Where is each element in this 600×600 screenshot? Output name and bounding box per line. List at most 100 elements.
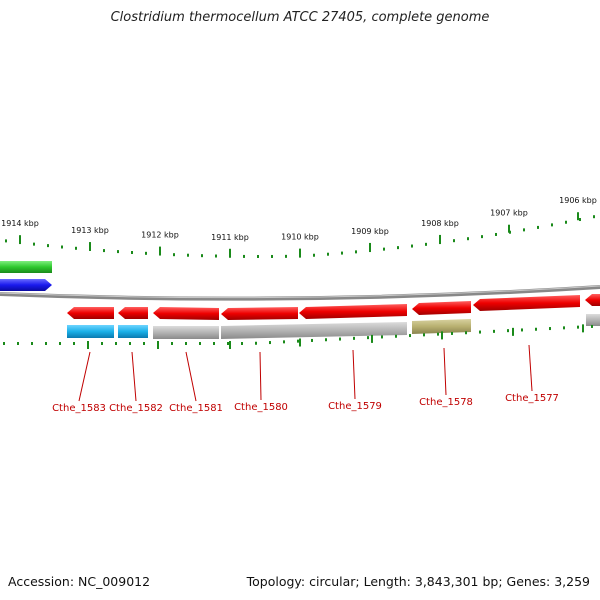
lower-scale-dot — [59, 342, 61, 345]
lower-scale-dot — [213, 342, 215, 345]
scale-dot — [327, 252, 329, 256]
cds-arrow-cthe-1581[interactable] — [153, 307, 219, 320]
scale-major-tick — [299, 248, 301, 257]
scale-dot — [411, 244, 413, 248]
scale-dot — [33, 242, 35, 246]
scale-major-tick — [159, 246, 161, 255]
lower-scale-tick — [441, 331, 443, 340]
gene-label-cthe-1579[interactable]: Cthe_1579 — [328, 401, 382, 412]
gene-label-cthe-1581[interactable]: Cthe_1581 — [169, 403, 223, 414]
lower-scale-dot — [507, 329, 509, 333]
lower-scale-dot — [3, 342, 5, 345]
cds-arrow-cthe-1582[interactable] — [118, 307, 148, 319]
scale-dot — [383, 247, 385, 251]
lower-scale-dot — [101, 342, 103, 345]
gene-label-cthe-1580[interactable]: Cthe_1580 — [234, 402, 288, 413]
gene-leader-line — [131, 351, 137, 402]
scale-tick-label: 1912 kbp — [141, 231, 179, 240]
cds-arrow-cthe-1577[interactable] — [473, 295, 580, 311]
lower-scale-dot — [283, 340, 285, 344]
gene-label-cthe-1578[interactable]: Cthe_1578 — [419, 397, 473, 408]
gene-label-cthe-1583[interactable]: Cthe_1583 — [52, 403, 106, 414]
scale-dot — [187, 253, 189, 257]
scale-dot — [215, 254, 217, 258]
scale-tick-label: 1911 kbp — [211, 233, 249, 242]
lower-scale-tick — [157, 341, 159, 349]
cds-arrow-cthe-1578[interactable] — [412, 301, 471, 315]
left-features — [0, 261, 52, 291]
lower-scale-dot — [451, 331, 453, 335]
lower-scale-dot — [423, 333, 425, 337]
scale-major-tick — [19, 235, 21, 244]
lower-scale-dot — [199, 342, 201, 345]
cds-arrow-cthe-1583[interactable] — [67, 307, 114, 319]
lower-scale-tick — [512, 327, 514, 336]
category-box-cthe-1580-1579 — [221, 322, 407, 339]
lower-scale-dot — [185, 342, 187, 345]
category-box-cthe-1581 — [153, 326, 219, 339]
genome-backbone — [0, 285, 600, 301]
cds-arrow-cthe-1580[interactable] — [221, 307, 298, 320]
lower-scale-dot — [395, 334, 397, 338]
cds-arrow-cthe-1579[interactable] — [299, 304, 407, 319]
kbp-scale: 1914 kbp 1913 kbp 1912 kbp 1911 kbp 1910 kbp… — [1, 196, 597, 258]
gene-label-cthe-1582[interactable]: Cthe_1582 — [109, 403, 163, 414]
scale-dot — [243, 254, 245, 258]
category-box-cthe-1583 — [67, 325, 114, 338]
gene-leader-line — [259, 351, 262, 401]
scale-tick-label: 1914 kbp — [1, 219, 39, 228]
lower-scale — [3, 324, 593, 349]
blue-feature — [0, 279, 52, 291]
lower-scale-dot — [409, 334, 411, 338]
accession-text: Accession: NC_009012 — [8, 574, 151, 589]
lower-scale-dot — [549, 327, 551, 331]
lower-scale-dot — [115, 342, 117, 345]
scale-dot — [271, 254, 273, 258]
scale-major-tick — [508, 224, 510, 233]
cds-arrow-next[interactable] — [585, 294, 600, 306]
gene-label-cthe-1577[interactable]: Cthe_1577 — [505, 393, 559, 404]
lower-scale-tick — [582, 324, 584, 333]
lower-scale-dot — [437, 332, 439, 336]
lower-scale-dot — [171, 342, 173, 345]
lower-scale-dot — [255, 341, 257, 345]
genome-backbone-highlight — [0, 285, 600, 299]
scale-tick-label: 1906 kbp — [559, 196, 597, 205]
category-box-next — [586, 314, 600, 326]
lower-scale-dot — [479, 330, 481, 334]
scale-dot — [145, 251, 147, 255]
scale-major-tick — [577, 212, 579, 221]
scale-major-tick — [89, 242, 91, 251]
lower-scale-dot — [73, 342, 75, 345]
lower-scale-dot — [241, 342, 243, 345]
lower-scale-dot — [367, 336, 369, 340]
scale-dot — [103, 249, 105, 253]
scale-tick-label: 1909 kbp — [351, 227, 389, 236]
scale-tick-label: 1910 kbp — [281, 233, 319, 242]
category-box-cthe-1578 — [412, 319, 471, 334]
lower-scale-tick — [299, 338, 301, 347]
scale-dot — [467, 237, 469, 241]
lower-scale-dot — [563, 326, 565, 330]
scale-dot — [355, 250, 357, 254]
scale-dot — [201, 254, 203, 258]
lower-scale-dot — [591, 324, 593, 328]
scale-major-tick — [369, 242, 371, 251]
lower-scale-dot — [227, 342, 229, 345]
scale-dot — [257, 254, 259, 258]
scale-dot — [131, 251, 133, 255]
lower-scale-dot — [269, 341, 271, 345]
category-track — [67, 314, 600, 339]
lower-scale-dot — [17, 342, 19, 345]
gene-labels: Cthe_1583 Cthe_1582 Cthe_1581 Cthe_1580 Cthe… — [52, 344, 559, 414]
scale-tick-label: 1907 kbp — [490, 209, 528, 218]
lower-scale-dot — [325, 338, 327, 342]
lower-scale-dot — [31, 342, 33, 345]
scale-dot — [537, 225, 539, 229]
lower-scale-dot — [535, 327, 537, 331]
scale-major-tick — [229, 248, 231, 257]
scale-dot — [481, 235, 483, 239]
lower-scale-dot — [311, 338, 313, 342]
scale-tick-label: 1913 kbp — [71, 226, 109, 235]
scale-dot — [61, 245, 63, 249]
